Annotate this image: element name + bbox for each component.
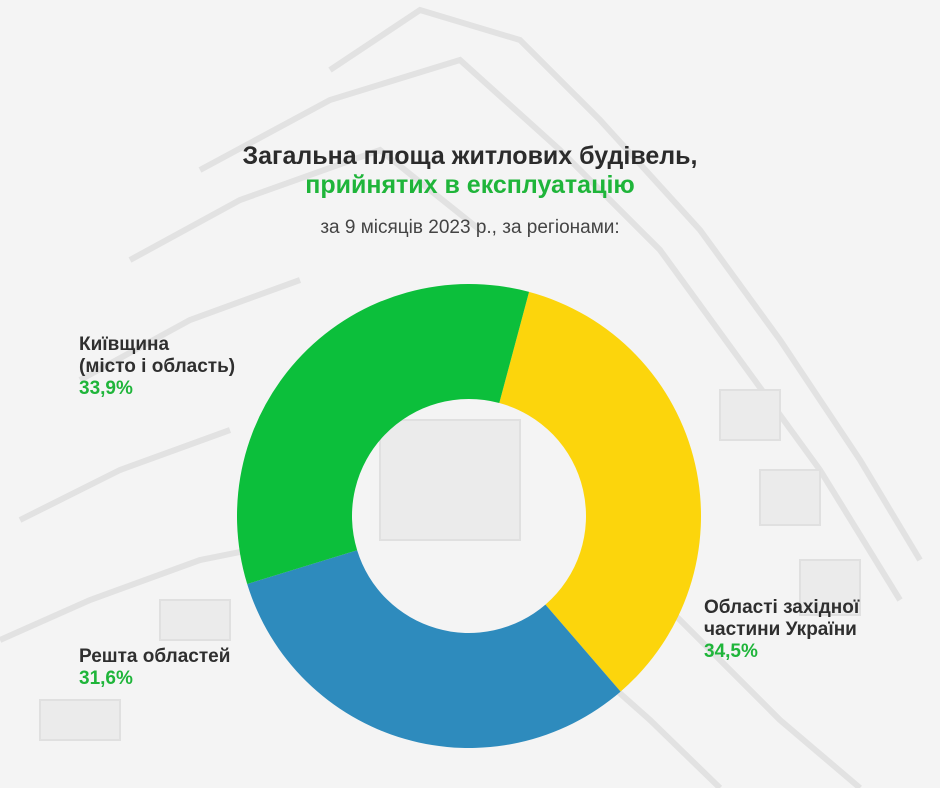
donut-slice-rest [247, 550, 621, 748]
slice-label-west-line1: Області західної [704, 597, 860, 618]
slice-value-west: 34,5% [704, 641, 758, 662]
slice-value-kyiv: 33,9% [79, 378, 133, 399]
chart-title-line1: Загальна площа житлових будівель, [242, 142, 698, 170]
chart-subtitle: за 9 місяців 2023 р., за регіонами: [320, 217, 620, 238]
slice-label-kyiv-line2: (місто і область) [79, 356, 236, 377]
slice-label-kyiv-line1: Київщина [79, 334, 170, 355]
slice-value-rest: 31,6% [79, 668, 133, 689]
chart-title-line2: прийнятих в експлуатацію [305, 171, 635, 199]
donut-slice-kyiv [236, 284, 530, 584]
donut-slice-west [499, 291, 701, 692]
slice-label-kyiv: Київщина (місто і область) 33,9% [79, 334, 235, 400]
slice-label-rest: Решта областей 31,6% [79, 646, 230, 690]
slice-label-rest-line1: Решта областей [79, 646, 231, 667]
slice-label-west: Області західної частини України 34,5% [704, 597, 859, 663]
slice-label-west-line2: частини України [704, 619, 857, 640]
